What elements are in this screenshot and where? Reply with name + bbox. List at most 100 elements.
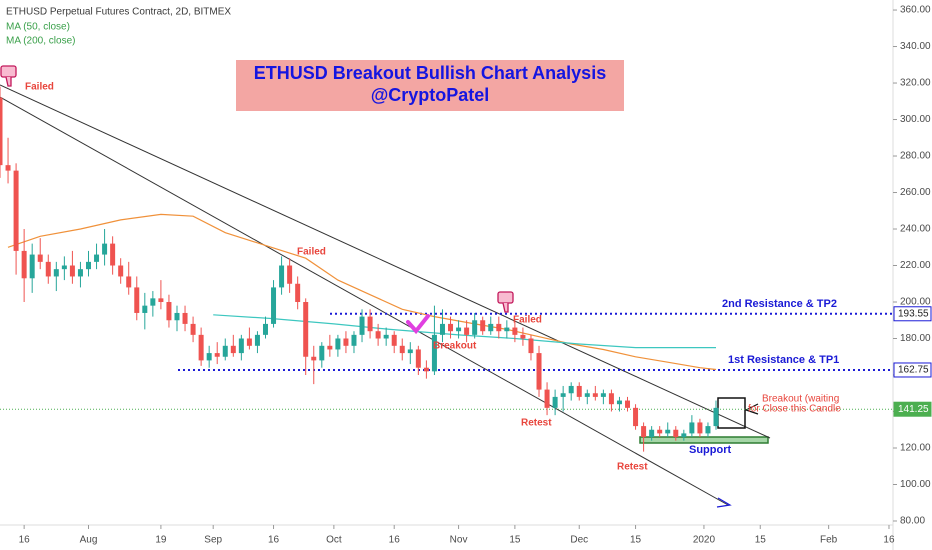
candle-body [713,407,719,427]
y-tick-label: 340.00 [900,41,931,52]
x-tick-label: Oct [326,535,342,546]
candle-body [536,353,542,390]
candle-body [110,243,116,266]
level-tag [893,362,932,378]
candle-body [480,320,486,332]
candle-body [568,385,574,394]
candle-body [126,276,132,288]
annotation: Failed [297,247,326,258]
level-tag [893,306,932,322]
legend-entry: MA (200, close) [6,36,75,47]
x-tick-label: 16 [389,535,401,546]
x-tick-label: 15 [509,535,521,546]
candle-body [641,426,647,438]
candle-body [246,338,252,346]
candle-body [407,349,413,354]
candle-body [287,265,293,284]
check-icon [406,314,430,335]
candle-body [560,393,566,397]
candle-body [29,254,35,279]
y-tick-label: 240.00 [900,224,931,235]
candle-body [206,353,212,361]
x-tick-label: 19 [155,535,167,546]
x-tick-label: 15 [755,535,767,546]
overlays: ETHUSD Breakout Bullish Chart Analysis @… [0,7,841,473]
candle-body [399,345,405,354]
candle-body [456,327,462,332]
candle-body [375,331,381,339]
candle-body [488,323,494,332]
candle-body [37,254,43,262]
candle-body [496,323,502,332]
candle-body [665,429,671,434]
y-tick-label: 260.00 [900,187,931,198]
candle-body [689,422,695,434]
candle-body [230,345,236,354]
arrow-head [716,497,732,508]
symbol-legend: ETHUSD Perpetual Futures Contract, 2D, B… [6,7,231,18]
x-tick-label: 16 [268,535,280,546]
candle-body [254,334,260,346]
thumb-down-icon [0,65,17,87]
annotation: Support [689,444,731,456]
candle-body [85,261,91,270]
candle-body [238,338,244,354]
candle-body [464,327,470,335]
y-tick-label: 200.00 [900,297,931,308]
candle-body [657,429,663,434]
plot [0,86,893,452]
candle-body [319,345,325,361]
candle-body [608,393,614,405]
candle-body [673,429,679,438]
candle-body [94,254,100,262]
y-tick-label: 300.00 [900,114,931,125]
title-box [236,60,624,111]
level-label: 141.25 [898,404,929,415]
candle-body [198,334,204,361]
level-label: 193.55 [898,308,929,319]
chart-subtitle: @CryptoPatel [371,85,490,105]
y-tick-label: 80.00 [900,516,925,527]
trend-line [0,96,729,506]
x-tick-label: Dec [570,535,588,546]
y-tick-label: 100.00 [900,479,931,490]
candle-body [279,265,285,288]
candle-body [448,323,454,332]
candle-body [359,316,365,335]
legend-entry: MA (50, close) [6,22,70,33]
candle-body [616,400,622,405]
candle-body [472,320,478,335]
candle-body [102,243,108,255]
candle-body [367,316,373,332]
x-tick-label: 16 [19,535,31,546]
x-tick-label: Feb [820,535,838,546]
candle-body [295,283,301,303]
candle-body [625,400,631,408]
y-tick-label: 360.00 [900,5,931,16]
candle-body [21,250,27,279]
annotation: Breakout [433,341,477,352]
candle-body [649,429,655,438]
candle-body [592,393,598,397]
candle-body [190,323,196,335]
y-tick-label: 120.00 [900,443,931,454]
candle-body [343,338,349,346]
annotation: Retest [521,418,552,429]
candle-body [528,338,534,354]
candle-body [158,298,164,303]
thumb-down-icon [497,291,514,313]
candle-body [431,334,437,372]
x-tick-label: Nov [450,535,468,546]
candle-body [0,97,3,166]
candle-body [415,349,421,368]
candle-body [13,170,19,251]
x-tick-label: 16 [883,535,895,546]
annotation: Failed [513,315,542,326]
candle-body [351,334,357,346]
candle-box [717,397,746,429]
y-tick-label: 320.00 [900,78,931,89]
candle-body [335,338,341,350]
candle-body [327,345,333,350]
candle-body [391,334,397,346]
candle-body [311,356,317,361]
